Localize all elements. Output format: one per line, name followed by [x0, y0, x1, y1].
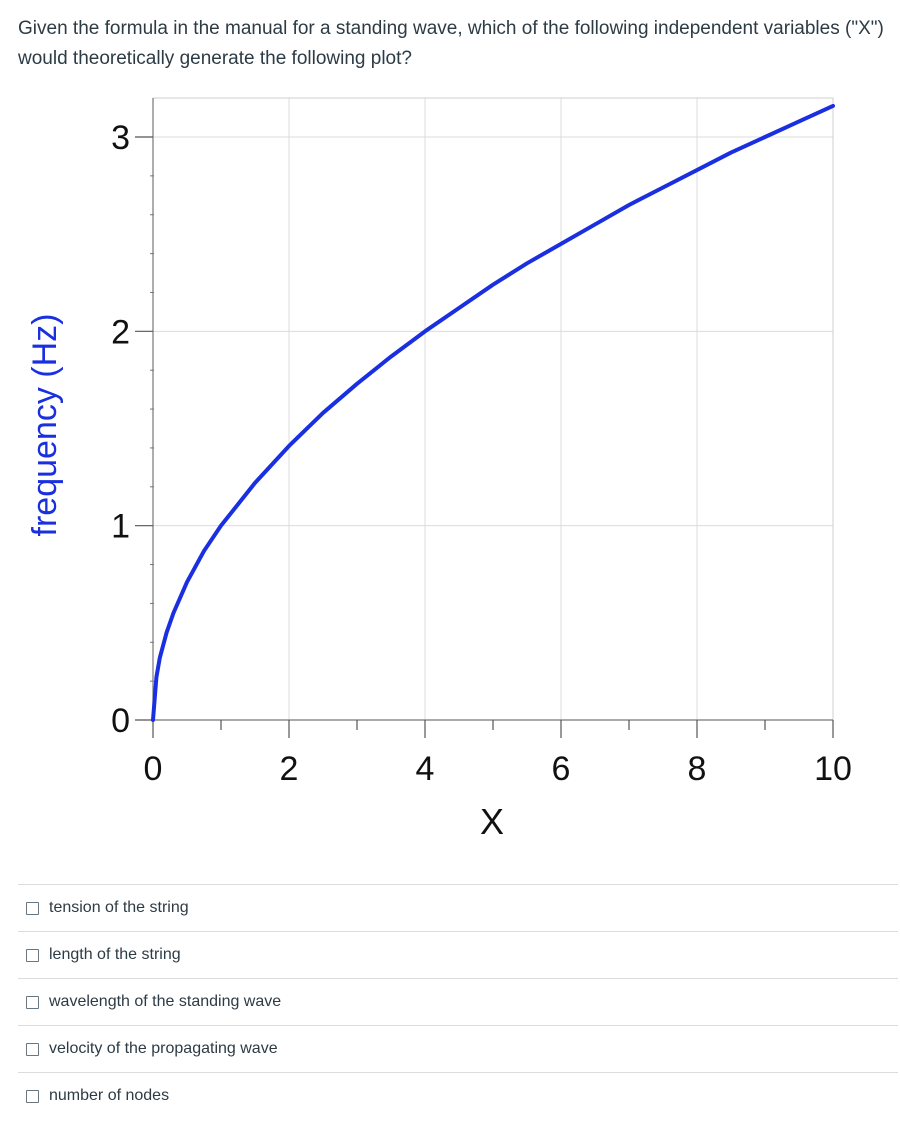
x-tick-label: 8 — [688, 750, 707, 788]
plot-axes — [135, 98, 834, 738]
x-tick-label: 0 — [144, 750, 163, 788]
answer-label: tension of the string — [49, 899, 189, 916]
plot-labels: 0 2 4 6 8 10 0 1 2 3 — [111, 119, 852, 788]
answer-option-wavelength[interactable]: wavelength of the standing wave — [18, 978, 898, 1025]
x-axis-label: X — [480, 801, 504, 842]
answer-option-nodes[interactable]: number of nodes — [18, 1072, 898, 1119]
answer-label: length of the string — [49, 946, 181, 963]
x-tick-label: 2 — [280, 750, 299, 788]
answer-label: number of nodes — [49, 1087, 170, 1104]
x-tick-label: 4 — [416, 750, 435, 788]
answer-option-tension[interactable]: tension of the string — [18, 884, 898, 931]
series-line — [151, 103, 835, 722]
plot-grid — [152, 98, 834, 721]
checkbox[interactable] — [26, 995, 39, 1009]
frequency-plot: 0 2 4 6 8 10 0 1 2 3 X frequency (Hz) — [26, 97, 852, 842]
x-tick-label: 6 — [552, 750, 571, 788]
plot-frame — [152, 97, 834, 721]
checkbox[interactable] — [26, 901, 39, 915]
x-tick-label: 10 — [814, 750, 852, 788]
question-text: Given the formula in the manual for a st… — [18, 18, 884, 69]
answer-option-length[interactable]: length of the string — [18, 931, 898, 978]
y-axis-label: frequency (Hz) — [26, 314, 64, 537]
y-tick-label: 2 — [111, 313, 130, 351]
checkbox[interactable] — [26, 1042, 39, 1056]
y-tick-label: 1 — [111, 508, 130, 546]
checkbox[interactable] — [26, 948, 39, 962]
y-tick-label: 3 — [111, 119, 130, 157]
answer-label: velocity of the propagating wave — [49, 1040, 278, 1057]
y-tick-label: 0 — [111, 702, 130, 740]
answer-list: tension of the string length of the stri… — [18, 884, 898, 1119]
checkbox[interactable] — [26, 1089, 39, 1103]
answer-label: wavelength of the standing wave — [49, 993, 282, 1010]
answer-option-velocity[interactable]: velocity of the propagating wave — [18, 1025, 898, 1072]
